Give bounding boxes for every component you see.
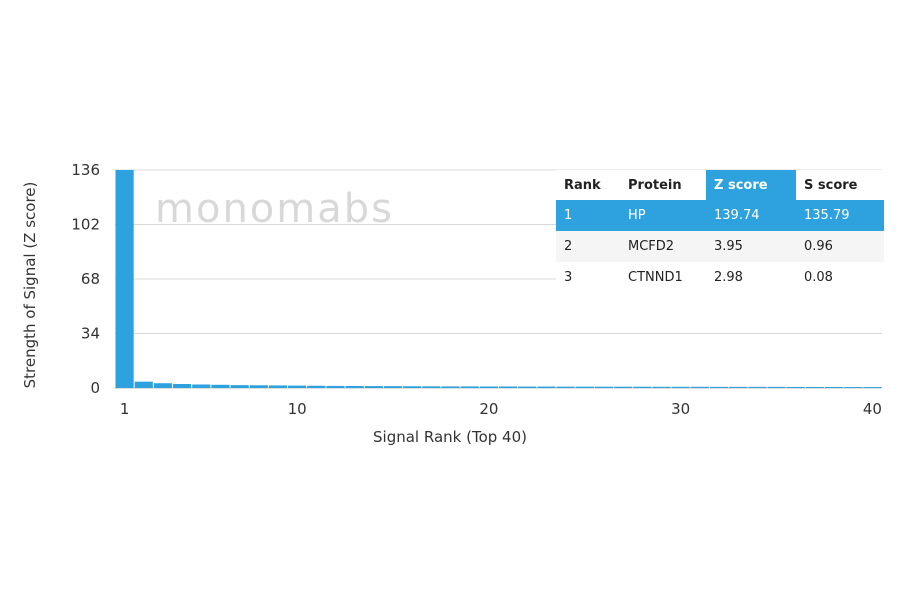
bar [115, 170, 134, 388]
bar [173, 383, 192, 388]
cell-s-score: 135.79 [796, 200, 884, 231]
y-tick-label: 0 [90, 379, 100, 397]
cell-protein: MCFD2 [620, 231, 706, 262]
bar [690, 386, 709, 388]
cell-z-score: 2.98 [706, 262, 796, 293]
bar [786, 386, 805, 388]
bar [153, 383, 173, 388]
bar [614, 386, 633, 388]
header-z-score: Z score [706, 170, 796, 200]
bar [537, 386, 556, 388]
header-protein: Protein [620, 170, 706, 200]
bar [422, 386, 441, 388]
bar [230, 385, 249, 388]
bar [326, 385, 345, 388]
cell-rank: 3 [556, 262, 620, 293]
x-axis-label: Signal Rank (Top 40) [373, 428, 527, 446]
bar [767, 386, 786, 388]
bar [307, 385, 326, 388]
y-tick-label: 102 [71, 216, 100, 234]
bar [709, 386, 729, 388]
bar [575, 386, 594, 388]
watermark-logo: monomabs [155, 186, 394, 232]
results-table: Rank Protein Z score S score 1 HP 139.74… [556, 170, 884, 293]
x-tick-label: 1 [120, 400, 130, 418]
cell-protein: CTNND1 [620, 262, 706, 293]
table-row: 1 HP 139.74 135.79 [556, 200, 884, 231]
bar [403, 386, 422, 388]
bars [115, 170, 882, 388]
table-row: 3 CTNND1 2.98 0.08 [556, 262, 884, 293]
bar [249, 385, 268, 388]
header-s-score: S score [796, 170, 884, 200]
bar [671, 386, 690, 388]
cell-z-score: 3.95 [706, 231, 796, 262]
bar [192, 384, 211, 388]
table-header-row: Rank Protein Z score S score [556, 170, 884, 200]
bar [556, 386, 575, 388]
table-row: 2 MCFD2 3.95 0.96 [556, 231, 884, 262]
bar [518, 386, 537, 388]
x-tick-label: 20 [479, 400, 498, 418]
bar [479, 386, 498, 388]
bar [824, 386, 844, 388]
bar [268, 385, 288, 388]
x-tick-label: 10 [288, 400, 307, 418]
bar [288, 385, 307, 388]
y-tick-label: 34 [81, 325, 100, 343]
cell-s-score: 0.08 [796, 262, 884, 293]
bar [499, 386, 518, 388]
x-axis-ticks: 1 10 20 30 40 [120, 400, 882, 418]
cell-rank: 1 [556, 200, 620, 231]
bar [863, 387, 882, 388]
cell-rank: 2 [556, 231, 620, 262]
y-tick-label: 136 [71, 161, 100, 179]
header-rank: Rank [556, 170, 620, 200]
bar [441, 386, 460, 388]
bar [211, 384, 230, 388]
bar [729, 386, 748, 388]
bar [652, 386, 671, 388]
bar [345, 385, 364, 388]
bar [748, 386, 767, 388]
x-tick-label: 40 [863, 400, 882, 418]
cell-protein: HP [620, 200, 706, 231]
bar [805, 386, 824, 388]
y-tick-label: 68 [81, 270, 100, 288]
bar [633, 386, 652, 388]
bar [383, 386, 403, 388]
bar [134, 381, 153, 388]
cell-z-score: 139.74 [706, 200, 796, 231]
bar [364, 386, 383, 388]
y-axis-label: Strength of Signal (Z score) [21, 181, 39, 389]
bar [460, 386, 479, 388]
bar [844, 387, 863, 388]
bar [594, 386, 614, 388]
x-tick-label: 30 [671, 400, 690, 418]
y-axis-ticks: 0 34 68 102 136 [71, 161, 100, 397]
cell-s-score: 0.96 [796, 231, 884, 262]
